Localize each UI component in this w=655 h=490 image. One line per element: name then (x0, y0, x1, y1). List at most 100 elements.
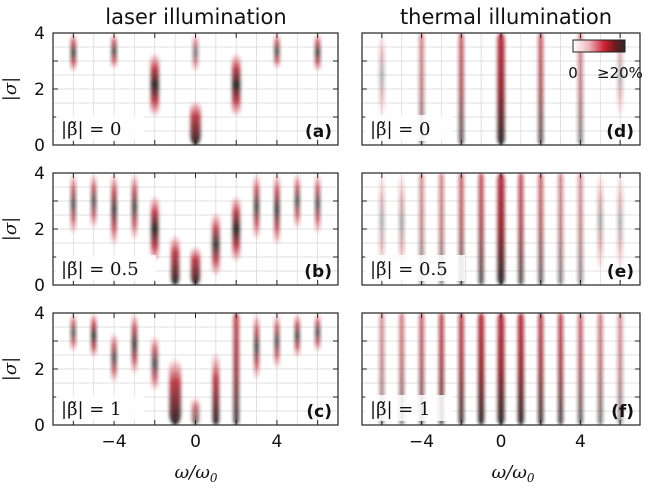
band-mark (169, 357, 181, 425)
x-axis-label-left-sub: 0 (210, 471, 218, 485)
band-mark (70, 173, 76, 235)
band-mark (458, 33, 464, 145)
band-mark (254, 313, 260, 381)
x-tick-label: −4 (102, 432, 127, 452)
y-tick-label: 2 (34, 360, 45, 380)
y-tick-label: 4 (34, 304, 45, 324)
beta-label-box: |β̃| = 0.5 (365, 255, 465, 281)
beta-label-box: |β̃| = 1 (56, 395, 144, 421)
column-title-thermal: thermal illumination (400, 5, 612, 29)
band-mark (458, 313, 464, 425)
band-mark (192, 33, 199, 73)
beta-label: |β̃| = 0 (370, 119, 431, 140)
band-mark (91, 173, 97, 229)
band-mark (171, 234, 180, 285)
axes-layer: 0 2 4 |σ| 0 2 4 |σ| 0 2 4 |σ| −4 0 4 −4 0 4 (0, 24, 586, 452)
panel-f: |β̃| = 1 (f) (361, 312, 641, 426)
x-tick-label: 0 (496, 432, 507, 452)
band-mark (232, 195, 240, 263)
band-mark (478, 313, 485, 425)
band-mark (577, 33, 583, 145)
beta-label: |β̃| = 0.5 (61, 259, 139, 280)
y-tick-label: 4 (34, 24, 45, 44)
band-mark (538, 313, 544, 425)
band-mark (233, 313, 240, 425)
band-mark (379, 173, 385, 271)
band-mark (151, 195, 159, 263)
colorbar-min-label: 0 (568, 64, 578, 82)
band-mark (497, 313, 505, 425)
x-tick-label: 4 (575, 432, 586, 452)
bands (70, 313, 321, 425)
beta-label-box: |β̃| = 0.5 (56, 255, 156, 281)
beta-label: |β̃| = 0.5 (370, 259, 448, 280)
column-title-laser: laser illumination (105, 5, 286, 29)
band-mark (577, 313, 583, 425)
band-mark (70, 33, 77, 73)
y-tick-label: 0 (34, 276, 45, 296)
x-tick-label: 0 (190, 432, 201, 452)
x-axis-label-left-text: ω/ω (174, 462, 210, 483)
band-mark (131, 313, 138, 375)
y-tick-label: 0 (34, 416, 45, 436)
band-mark (151, 335, 158, 392)
band-mark (274, 313, 280, 369)
band-mark (597, 313, 603, 425)
panel-letter: (b) (304, 262, 332, 282)
panel-b: |β̃| = 0.5 (b) (52, 172, 339, 286)
band-mark (379, 33, 385, 117)
band-mark (558, 313, 564, 425)
bands (70, 33, 321, 145)
beta-label-box: |β̃| = 0 (365, 115, 453, 141)
band-mark (274, 173, 280, 246)
panel-a: |β̃| = 0 (a) (52, 32, 339, 146)
y-axis-label: |σ| (0, 77, 21, 101)
band-mark (617, 173, 623, 271)
band-mark (315, 173, 321, 235)
panel-e: |β̃| = 0.5 (e) (361, 172, 641, 286)
band-mark (274, 33, 280, 70)
band-mark (497, 33, 505, 145)
band-mark (294, 313, 300, 358)
beta-label-bg (365, 255, 465, 281)
panel-letter: (a) (305, 122, 332, 142)
band-mark (497, 173, 505, 285)
bands (379, 33, 623, 145)
band-mark (558, 173, 564, 285)
band-mark (597, 173, 603, 271)
x-tick-label: −4 (409, 432, 434, 452)
band-mark (111, 173, 117, 246)
x-axis-label-left: ω/ω0 (174, 462, 217, 485)
beta-label-bg (365, 115, 453, 141)
beta-label: |β̃| = 0 (61, 119, 122, 140)
band-mark (131, 173, 138, 241)
band-mark (150, 52, 159, 117)
x-axis-label-right-sub: 0 (527, 471, 535, 485)
beta-label-bg (56, 255, 156, 281)
y-axis-label: |σ| (0, 357, 21, 381)
beta-label-bg (56, 115, 144, 141)
band-mark (518, 173, 524, 285)
panels-layer: |β̃| = 0 (a)|β̃| = 0.5 (b)|β̃| = 1 (c)|β̃| … (52, 32, 641, 426)
panel-c: |β̃| = 1 (c) (52, 312, 339, 426)
band-mark (111, 33, 117, 70)
x-axis-label-right: ω/ω0 (491, 462, 534, 485)
band-mark (191, 245, 200, 285)
band-mark (314, 33, 321, 73)
beta-label-box: |β̃| = 0 (56, 115, 144, 141)
band-mark (111, 332, 117, 383)
band-mark (91, 313, 97, 358)
beta-label: |β̃| = 1 (61, 399, 122, 420)
y-tick-label: 2 (34, 220, 45, 240)
band-mark (294, 173, 300, 229)
x-tick-label: 4 (272, 432, 283, 452)
band-mark (315, 313, 321, 353)
band-mark (232, 52, 241, 117)
band-mark (577, 173, 583, 285)
band-mark (190, 100, 201, 145)
beta-label-bg (56, 395, 144, 421)
band-mark (617, 313, 623, 425)
x-axis-label-right-text: ω/ω (491, 462, 527, 483)
beta-label: |β̃| = 1 (370, 399, 431, 420)
